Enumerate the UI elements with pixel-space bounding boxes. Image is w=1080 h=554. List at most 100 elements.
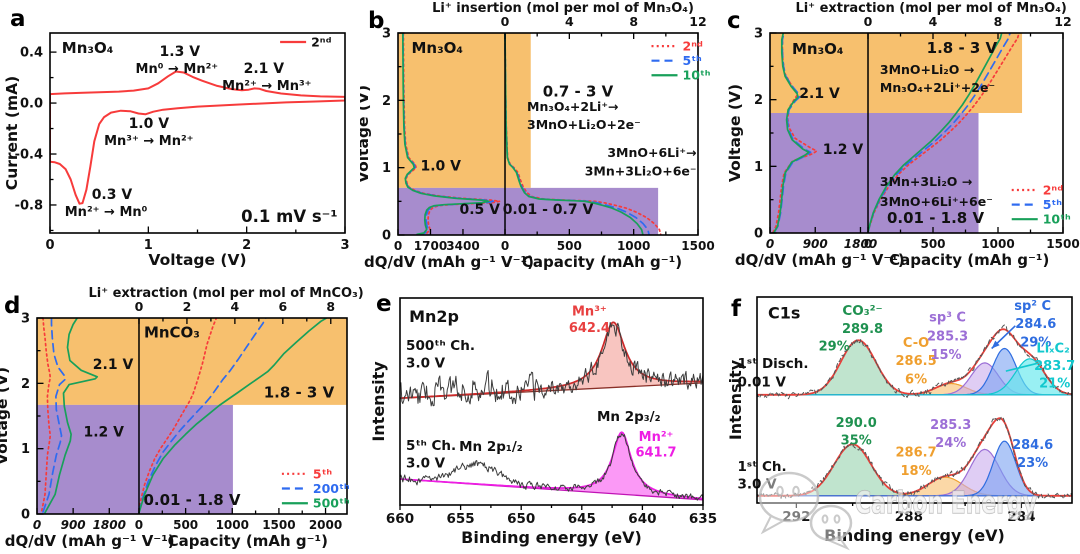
- annotation: 286.5: [896, 354, 937, 369]
- capacity-tick-label: 1000: [617, 239, 650, 253]
- mol-tick-label: 4: [231, 299, 240, 314]
- capacity-tick-label: 1000: [216, 518, 249, 532]
- wechat-bubble-icon: [758, 471, 820, 523]
- voltage-region: [770, 33, 869, 113]
- x-tick-label: 1: [144, 238, 153, 253]
- y-tick-label: 2: [21, 377, 30, 392]
- bubble-tail-icon: [824, 535, 850, 551]
- legend-entry: 5ᵗʰ: [683, 53, 703, 68]
- capacity-tick-label: 0: [864, 237, 872, 251]
- annotation: 21%: [1039, 377, 1070, 392]
- raw-spectrum: [400, 322, 703, 407]
- mol-tick-label: 4: [565, 14, 574, 29]
- dqdv-axis-label: dQ/dV (mAh g⁻¹ V⁻¹): [735, 251, 905, 269]
- x-axis-label: Binding energy (eV): [824, 526, 1005, 545]
- annotation: Mn₃O₄: [412, 39, 464, 57]
- x-tick-label: 650: [507, 511, 535, 527]
- dqdv-tick-label: 1700: [414, 239, 447, 253]
- annotation: 1.0 V: [129, 116, 170, 132]
- spectrum-condition-label: 500ᵗʰ Ch.: [406, 338, 475, 354]
- annotation: 286.7: [896, 446, 937, 461]
- raw-spectrum: [400, 433, 703, 501]
- annotation: Mn 2p₃/₂: [597, 409, 661, 425]
- y-tick-label: 0: [754, 227, 763, 242]
- dqdv-tick-label: 0: [33, 518, 41, 532]
- x-tick-label: 288: [895, 509, 923, 525]
- bubble-eye-icon: [821, 514, 829, 524]
- annotation: 29%: [819, 340, 850, 355]
- legend-entry: 2ⁿᵈ: [311, 35, 331, 50]
- x-tick-label: 640: [628, 511, 656, 527]
- dqdv-tick-label: 900: [61, 518, 86, 532]
- annotation: 23%: [1017, 456, 1048, 471]
- panel-b-letter: b: [368, 8, 385, 34]
- capacity-tick-label: 0: [501, 239, 509, 253]
- annotation: 6%: [905, 373, 927, 388]
- annotation: CO₃²⁻: [842, 303, 882, 319]
- annotation: sp² C: [1014, 299, 1051, 314]
- x-tick-label: 2: [242, 238, 251, 253]
- y-tick-label: 0.4: [20, 46, 43, 61]
- capacity-axis-label: Capacity (mAh g⁻¹): [168, 532, 328, 550]
- annotation: 290.0: [836, 416, 877, 431]
- annotation: LiₓC₂: [1036, 342, 1069, 357]
- dqdv-axis-label: dQ/dV (mAh g⁻¹ V⁻¹): [5, 532, 175, 550]
- voltage-region: [37, 404, 139, 514]
- 10th-cycle-curve: [401, 33, 490, 235]
- panel-c-letter: c: [727, 8, 741, 34]
- mol-tick-label: 0: [501, 14, 510, 29]
- annotation: MnCO₃: [144, 324, 200, 342]
- annotation: 18%: [901, 464, 932, 479]
- 200th-cycle-curve: [138, 318, 267, 513]
- dqdv-tick-label: 3400: [446, 239, 479, 253]
- annotation: 1.8 - 3 V: [927, 39, 998, 57]
- voltage-region: [770, 113, 869, 233]
- capacity-tick-label: 1500: [1046, 237, 1079, 251]
- annotation: 1.2 V: [84, 425, 125, 441]
- spectrum-condition-label: 3.0 V: [406, 456, 446, 472]
- dqdv-tick-label: 0: [766, 237, 774, 251]
- annotation: 0.1 mV s⁻¹: [241, 207, 337, 226]
- y-tick-label: -0.8: [15, 198, 43, 213]
- 5th-cycle-curve: [138, 318, 218, 512]
- y-tick-label: 0: [382, 229, 391, 244]
- panel-d-letter: d: [4, 293, 21, 319]
- raw-spectrum: [757, 324, 1072, 400]
- mol-tick-label: 12: [1054, 14, 1071, 29]
- y-tick-label: 3: [21, 312, 30, 327]
- annotation: 0.5 V: [460, 202, 501, 218]
- annotation: Mn₃O₄+2Li⁺+2e⁻: [880, 80, 995, 95]
- mol-tick-label: 8: [629, 14, 638, 29]
- legend-entry: 10ᵗʰ: [683, 68, 711, 83]
- bubble-eye-icon: [833, 514, 841, 524]
- arrowhead-icon: [991, 340, 1000, 349]
- voltage-region: [505, 187, 659, 235]
- annotation: 29%: [1020, 335, 1051, 350]
- legend-entry: 2ⁿᵈ: [683, 39, 703, 54]
- capacity-tick-label: 0: [135, 518, 143, 532]
- legend-entry: 2ⁿᵈ: [1043, 183, 1063, 198]
- capacity-tick-label: 500: [557, 239, 582, 253]
- voltage-region: [37, 318, 139, 405]
- dqdv-tick-label: 1800: [93, 518, 126, 532]
- annotation: Mn₃O₄: [62, 39, 114, 57]
- annotation: 2.1 V: [93, 357, 134, 373]
- legend-entry: 5ᵗʰ: [313, 466, 333, 481]
- spectrum-condition-label: 1ˢᵗ Disch.: [737, 356, 808, 372]
- annotation: 0.7 - 3 V: [543, 83, 614, 101]
- top-axis-label: Li⁺ extraction (mol per mol of MnCO₃): [88, 286, 363, 301]
- legend-entry: 500ᵗʰ: [313, 496, 350, 511]
- spectrum-condition-label: 3.0 V: [406, 355, 446, 371]
- bubble-eye-icon: [792, 485, 800, 497]
- panel-a-cv-chart: 0 1 2 3 0.4 0.0 -0.4 -0.8 Voltage (V) Current (mA…: [3, 32, 350, 269]
- y-axis-label: Voltage (V): [0, 367, 11, 465]
- panel-d-dqdv-capacity-chart: 0 1 2 3 0 900 1800 0 500 1000 1500 2000 0 2 4 6 8Li⁺ ext…: [0, 286, 364, 550]
- 500th-cycle-curve: [138, 318, 328, 514]
